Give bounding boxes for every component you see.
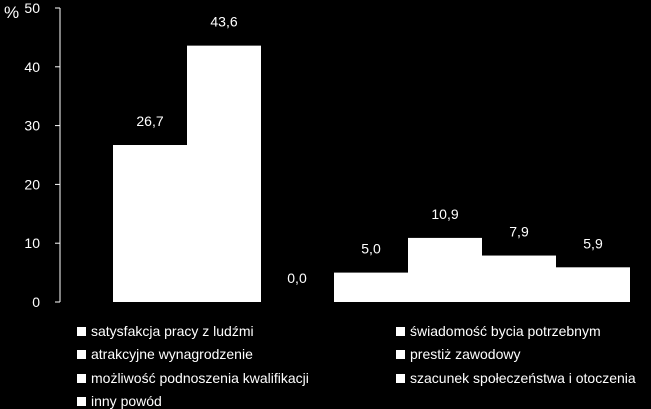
bar-value-label: 5,0: [361, 241, 381, 257]
bars: [113, 45, 630, 303]
y-tick-label: 40: [24, 59, 40, 75]
bar-value-label: 0,0: [287, 270, 307, 286]
bar-value-label: 7,9: [509, 224, 529, 240]
bar: [187, 45, 261, 303]
bar-value-label: 10,9: [431, 206, 458, 222]
y-axis: 0 10 20 30 40 50: [24, 0, 61, 310]
bar: [113, 145, 187, 302]
bar: [556, 267, 630, 302]
bar-value-label: 43,6: [210, 14, 237, 30]
y-tick-label: 30: [24, 118, 40, 134]
data-labels: 26,7 43,6 0,0 5,0 10,9 7,9 5,9: [136, 14, 603, 286]
y-axis-title: %: [4, 3, 19, 22]
bar: [334, 272, 408, 302]
y-tick-label: 20: [24, 176, 40, 192]
bar: [408, 237, 482, 302]
bar-value-label: 5,9: [583, 235, 603, 251]
bar-value-label: 26,7: [136, 113, 163, 129]
y-tick-label: 0: [32, 294, 40, 310]
y-tick-label: 10: [24, 235, 40, 251]
y-tick-label: 50: [24, 0, 40, 16]
bar: [482, 255, 556, 302]
